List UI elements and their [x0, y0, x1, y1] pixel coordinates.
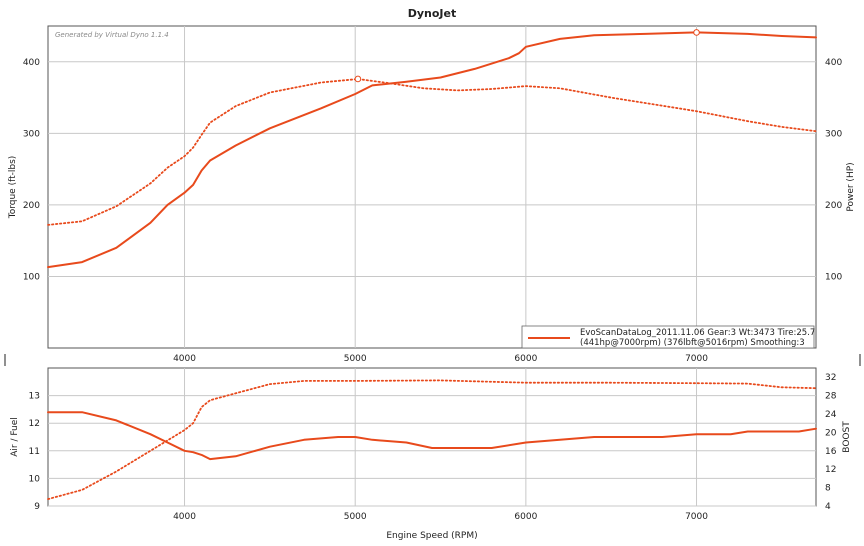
top-right-tick-300: 300 — [825, 129, 842, 139]
top-left-tick-300: 300 — [23, 129, 40, 139]
bottom-series-dotted-line — [47, 379, 817, 501]
top-peak-marker-0 — [354, 75, 362, 83]
x-tick-label-7000: 7000 — [685, 354, 708, 364]
bottom-left-tick-12: 12 — [29, 419, 40, 429]
bottom-plot-frame — [47, 367, 817, 507]
x-tick-label-4000: 4000 — [173, 512, 196, 522]
power-axis-label: Power (HP) — [846, 162, 856, 211]
top-peak-marker-1 — [693, 29, 700, 36]
bottom-left-tick-11: 11 — [29, 447, 40, 457]
boost-axis-label: BOOST — [842, 421, 852, 453]
top-tick-labels: 4000 5000 6000 7000 100 200 300 400 100 200 300 400 — [23, 58, 843, 364]
bottom-left-tick-10: 10 — [29, 474, 41, 484]
top-right-tick-400: 400 — [825, 58, 842, 68]
bottom-series-solid-line — [47, 411, 817, 461]
legend: EvoScanDataLog_2011.11.06 Gear:3 Wt:3473… — [521, 325, 815, 349]
bottom-right-tick-8: 8 — [825, 484, 831, 494]
bottom-gridlines — [48, 368, 816, 507]
top-right-tick-200: 200 — [825, 201, 842, 211]
legend-line-2: (441hp@7000rpm) (376lbft@5016rpm) Smooth… — [580, 338, 805, 348]
afr-boost-plot: 4000 5000 6000 700091011121348121620242832 … — [10, 367, 852, 541]
x-tick-label-4000: 4000 — [173, 354, 196, 364]
bottom-right-tick-32: 32 — [825, 373, 836, 383]
x-tick-label-5000: 5000 — [344, 354, 367, 364]
top-right-tick-100: 100 — [825, 272, 842, 282]
torque-power-plot: 4000 5000 6000 7000100200300400100200300400… — [8, 25, 856, 364]
bottom-left-tick-13: 13 — [29, 392, 40, 402]
bottom-left-tick-9: 9 — [34, 502, 40, 512]
bottom-right-tick-16: 16 — [825, 447, 837, 457]
x-tick-label-7000: 7000 — [685, 512, 708, 522]
top-series-solid-line — [47, 31, 817, 269]
x-tick-label-5000: 5000 — [344, 512, 367, 522]
rpm-axis-label: Engine Speed (RPM) — [386, 531, 477, 541]
top-left-tick-100: 100 — [23, 272, 40, 282]
afr-axis-label: Air / Fuel — [10, 417, 20, 457]
legend-box — [521, 325, 815, 349]
top-plot-frame — [47, 25, 817, 349]
watermark-text: Generated by Virtual Dyno 1.1.4 — [55, 31, 169, 39]
top-left-tick-200: 200 — [23, 201, 40, 211]
top-series-dotted-line — [47, 78, 817, 226]
bottom-right-tick-20: 20 — [825, 428, 837, 438]
x-tick-label-6000: 6000 — [514, 512, 537, 522]
torque-axis-label: Torque (ft-lbs) — [8, 156, 18, 220]
bottom-right-tick-28: 28 — [825, 392, 837, 402]
legend-line-1: EvoScanDataLog_2011.11.06 Gear:3 Wt:3473… — [580, 328, 815, 338]
chart-title: DynoJet — [408, 7, 457, 20]
bottom-series-group — [47, 379, 817, 501]
bottom-tick-labels: 4000 5000 6000 7000 9 10 11 12 13 4 8 12 16 20 24 28 32 — [29, 373, 837, 522]
x-tick-label-6000: 6000 — [514, 354, 537, 364]
bottom-right-tick-12: 12 — [825, 465, 836, 475]
bottom-right-tick-4: 4 — [825, 502, 831, 512]
bottom-right-tick-24: 24 — [825, 410, 837, 420]
top-series-group — [47, 29, 817, 269]
top-left-tick-400: 400 — [23, 58, 40, 68]
